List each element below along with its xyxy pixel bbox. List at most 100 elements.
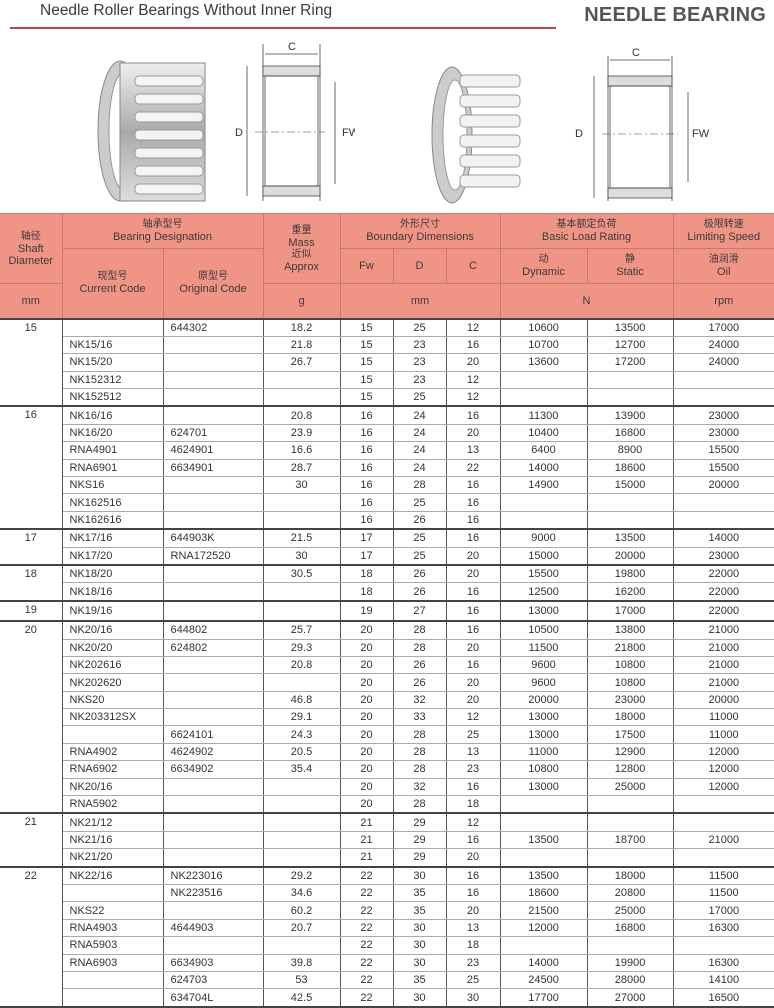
cell-c: 13 xyxy=(445,743,501,762)
cell-current-code: RNA5902 xyxy=(62,795,164,815)
cell-dynamic-load: 13000 xyxy=(499,600,588,623)
cell-mass: 28.7 xyxy=(262,459,341,478)
header-mass: 重量 Mass 近似 Approx xyxy=(262,213,341,284)
cell-current-code: NK152512 xyxy=(62,388,164,408)
table-row: NK20/16 20 32 16 13000 25000 12000 xyxy=(0,778,774,797)
cell-dynamic-load: 6400 xyxy=(499,441,588,460)
cell-oil-speed xyxy=(672,493,774,512)
cell-dynamic-load: 10600 xyxy=(499,317,588,337)
cell-fw: 20 xyxy=(339,621,394,640)
cell-c: 18 xyxy=(445,936,501,955)
cell-fw: 21 xyxy=(339,848,394,868)
cell-current-code: NK17/16 xyxy=(61,529,164,548)
cell-current-code xyxy=(62,988,164,1008)
cell-static-load: 28000 xyxy=(586,971,674,990)
cell-dynamic-load: 20000 xyxy=(499,691,588,710)
cell-d: 30 xyxy=(392,988,447,1008)
cell-mass xyxy=(262,813,341,832)
cell-d: 32 xyxy=(392,691,447,710)
cell-shaft-diameter: 22 xyxy=(0,866,63,1008)
cell-static-load: 12900 xyxy=(586,743,674,762)
header-boundary-dimensions: 外形尺寸 Boundary Dimensions xyxy=(339,213,501,249)
cell-c: 16 xyxy=(445,621,501,640)
cell-fw: 22 xyxy=(339,988,394,1008)
title-divider xyxy=(10,27,556,29)
cell-fw: 21 xyxy=(339,831,394,850)
cell-mass xyxy=(262,388,341,408)
table-row: NK152512 15 25 12 xyxy=(0,388,774,408)
cell-c: 22 xyxy=(445,459,501,478)
cell-current-code: NK15/16 xyxy=(62,336,164,355)
table-row: NK162616 16 26 16 xyxy=(0,511,774,531)
table-row: NK203312SX 29.1 20 33 12 13000 18000 11000 xyxy=(0,708,774,727)
cell-c: 13 xyxy=(445,919,501,938)
cell-fw: 17 xyxy=(339,547,394,566)
cell-fw: 20 xyxy=(339,760,394,779)
cell-c: 16 xyxy=(445,476,501,495)
cell-current-code: NKS22 xyxy=(62,901,164,920)
cell-oil-speed: 11500 xyxy=(672,866,774,885)
cell-current-code xyxy=(62,725,164,744)
cell-original-code: 6634903 xyxy=(162,954,264,972)
cell-c: 20 xyxy=(445,673,501,692)
cell-fw: 20 xyxy=(339,795,394,815)
cell-d: 35 xyxy=(392,971,447,990)
cell-d: 25 xyxy=(392,493,447,512)
cell-d: 26 xyxy=(392,564,447,584)
cell-current-code: NK202620 xyxy=(62,673,164,692)
cell-current-code: RNA4903 xyxy=(62,919,164,938)
cell-mass: 20.5 xyxy=(262,743,341,762)
table-row: RNA4901 4624901 16.6 16 24 13 6400 8900 15500 xyxy=(0,441,774,460)
cell-fw: 20 xyxy=(339,656,394,675)
cell-dynamic-load: 13000 xyxy=(499,778,588,797)
cell-shaft-diameter: 20 xyxy=(0,621,63,815)
cell-static-load: 21800 xyxy=(586,639,674,657)
cell-dynamic-load: 9000 xyxy=(499,529,588,548)
brand-heading: NEEDLE BEARING xyxy=(584,4,766,26)
cell-c: 25 xyxy=(445,725,501,744)
cell-dynamic-load: 14900 xyxy=(499,476,588,495)
cell-current-code: RNA4902 xyxy=(62,743,164,762)
cell-fw: 16 xyxy=(339,441,394,460)
table-row: 22 NK22/16 NK223016 29.2 22 30 16 13500 18000 115… xyxy=(0,866,774,1008)
cell-c: 20 xyxy=(445,639,501,657)
cell-original-code xyxy=(162,936,264,955)
cell-dynamic-load: 13000 xyxy=(499,708,588,727)
cell-current-code: NK18/16 xyxy=(62,582,164,602)
cell-fw: 16 xyxy=(339,493,394,512)
cell-current-code: NK15/20 xyxy=(62,353,164,372)
cell-fw: 22 xyxy=(339,866,394,885)
cell-dynamic-load: 24500 xyxy=(499,971,588,990)
table-row: NKS22 60.2 22 35 20 21500 25000 17000 xyxy=(0,901,774,920)
dim-label-c: C xyxy=(288,41,296,53)
unit-boundary: mm xyxy=(339,283,501,319)
cell-oil-speed: 14100 xyxy=(672,971,774,990)
cell-oil-speed: 23000 xyxy=(672,424,774,443)
cell-dynamic-load: 11500 xyxy=(499,639,588,657)
cell-current-code: NK21/12 xyxy=(61,813,164,832)
cell-original-code: 644802 xyxy=(162,621,264,640)
cell-d: 30 xyxy=(392,954,447,972)
cell-d: 24 xyxy=(392,441,447,460)
table-row: NK18/16 18 26 16 12500 16200 22000 xyxy=(0,582,774,602)
cell-d: 25 xyxy=(392,529,447,548)
cell-current-code: NK162616 xyxy=(62,511,164,531)
cell-c: 20 xyxy=(445,547,501,566)
cell-static-load: 12800 xyxy=(586,760,674,779)
cell-dynamic-load: 10500 xyxy=(499,621,588,640)
table-row: 15 644302 18.2 15 25 12 10600 13500 17000 xyxy=(0,317,774,408)
cell-c: 12 xyxy=(445,813,501,832)
cell-fw: 19 xyxy=(339,600,394,623)
cell-mass: 23.9 xyxy=(262,424,341,443)
cell-dynamic-load xyxy=(499,936,588,955)
cell-oil-speed: 21000 xyxy=(672,621,774,640)
table-row: RNA4902 4624902 20.5 20 28 13 11000 12900 12000 xyxy=(0,743,774,762)
cell-dynamic-load: 13500 xyxy=(499,866,588,885)
cell-c: 13 xyxy=(445,441,501,460)
cell-dynamic-load: 11000 xyxy=(499,743,588,762)
cell-c: 25 xyxy=(445,971,501,990)
cell-current-code: RNA5903 xyxy=(62,936,164,955)
cell-oil-speed: 24000 xyxy=(672,353,774,372)
cell-static-load: 13800 xyxy=(586,621,674,640)
cell-c: 16 xyxy=(445,656,501,675)
